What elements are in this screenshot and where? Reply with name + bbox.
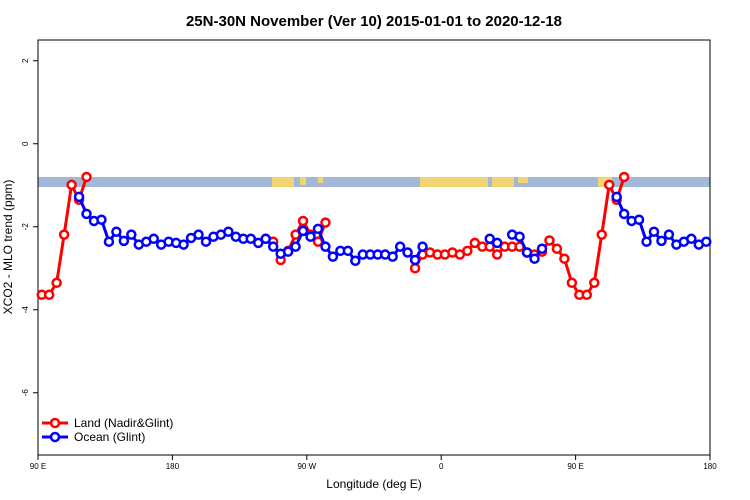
x-tick-label: 90 E	[567, 462, 583, 471]
x-axis-label: Longitude (deg E)	[326, 477, 421, 491]
data-point	[491, 249, 503, 260]
data-point	[245, 233, 257, 245]
data-point	[111, 226, 122, 237]
data-point	[566, 277, 578, 289]
data-point	[327, 251, 339, 262]
data-point	[409, 254, 421, 266]
data-point	[297, 225, 309, 237]
y-axis-label: XCO2 - MLO trend (ppm)	[1, 180, 15, 315]
data-point	[603, 179, 615, 191]
data-point	[320, 217, 331, 228]
y-tick-label: 0	[21, 141, 30, 146]
data-point	[656, 235, 667, 247]
data-point	[43, 289, 55, 301]
data-point	[81, 171, 92, 183]
data-point	[350, 255, 361, 267]
x-tick-label: 90 E	[30, 462, 46, 471]
data-point	[686, 233, 697, 245]
data-point	[514, 231, 525, 242]
data-point	[312, 223, 324, 235]
data-point	[260, 233, 271, 245]
data-point	[290, 241, 301, 252]
data-point	[253, 237, 264, 249]
y-tick-label: 2	[21, 58, 30, 63]
data-point	[223, 226, 234, 237]
data-point	[529, 253, 540, 264]
data-point	[618, 171, 630, 183]
x-tick-label: 0	[439, 462, 444, 471]
x-tick-label: 180	[166, 462, 180, 471]
data-point	[320, 241, 331, 252]
data-point	[402, 247, 413, 258]
data-point	[417, 241, 428, 252]
plot-frame	[37, 39, 711, 456]
data-point	[559, 253, 570, 264]
legend-marker	[49, 417, 61, 429]
data-point	[103, 236, 115, 247]
legend-label: Land (Nadir&Glint)	[74, 416, 173, 430]
data-point	[484, 233, 495, 245]
data-point	[394, 241, 406, 252]
data-point	[544, 235, 555, 246]
data-point	[462, 245, 473, 257]
data-point	[305, 231, 316, 242]
data-point	[342, 245, 354, 257]
data-point	[126, 229, 137, 240]
y-tick-label: -2	[21, 223, 30, 231]
x-tick-label: 180	[703, 462, 717, 471]
data-point	[536, 243, 548, 254]
data-point	[611, 191, 622, 203]
data-point	[58, 229, 70, 240]
data-point	[581, 289, 593, 301]
y-tick-label: -4	[21, 306, 30, 314]
data-point	[387, 251, 398, 262]
data-point	[297, 215, 309, 227]
data-point	[267, 241, 279, 252]
data-point	[596, 229, 607, 240]
x-tick-label: 90 W	[297, 462, 316, 471]
data-point	[118, 235, 130, 247]
legend-marker	[49, 431, 61, 443]
data-point	[663, 229, 675, 240]
data-point	[148, 233, 159, 245]
data-point	[81, 208, 92, 220]
data-point	[178, 239, 189, 250]
data-point	[73, 191, 85, 203]
data-point	[551, 243, 563, 254]
data-point	[491, 237, 503, 249]
data-point	[200, 236, 212, 247]
chart-title: 25N-30N November (Ver 10) 2015-01-01 to …	[186, 13, 562, 30]
legend: Land (Nadir&Glint)Ocean (Glint)	[42, 416, 173, 444]
data-point	[193, 229, 204, 240]
data-point	[648, 226, 660, 237]
data-point	[641, 236, 652, 247]
legend-label: Ocean (Glint)	[74, 430, 145, 444]
data-point	[633, 214, 645, 225]
data-point	[701, 236, 712, 247]
series-line	[77, 196, 707, 263]
data-point	[51, 277, 62, 289]
data-point	[96, 214, 107, 225]
data-point	[409, 263, 421, 274]
data-point	[521, 247, 533, 258]
data-point	[282, 246, 294, 257]
data-point	[589, 277, 600, 289]
data-point	[66, 179, 77, 191]
y-tick-label: -6	[21, 389, 30, 397]
data-point	[618, 208, 630, 220]
